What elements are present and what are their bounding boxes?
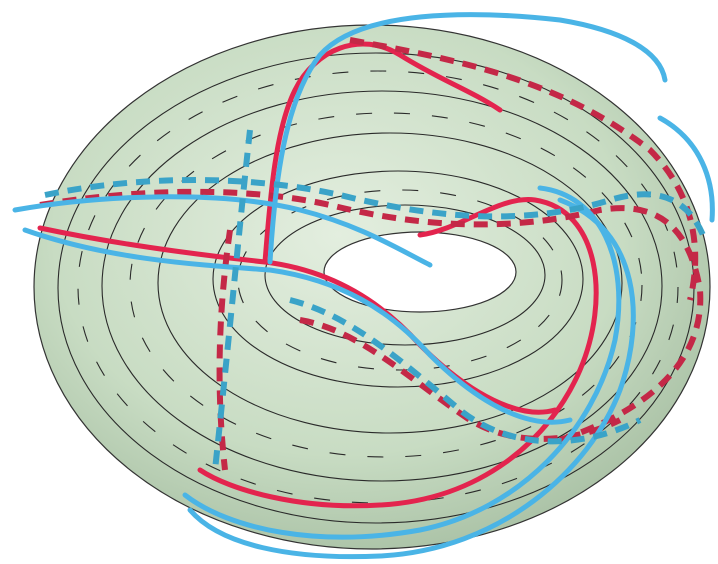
grid-ring xyxy=(101,90,663,482)
blue-dashed-curve xyxy=(289,297,642,445)
blue-curve xyxy=(657,115,715,223)
grid-ring xyxy=(157,132,623,434)
blue-dashed-curve xyxy=(212,129,253,471)
grid-dash-ring xyxy=(77,70,679,504)
blue-curve xyxy=(267,12,668,265)
grid-dash-ring xyxy=(237,189,563,371)
red-curve xyxy=(262,41,503,265)
red-curve xyxy=(197,197,599,509)
grid-ring xyxy=(264,204,546,346)
torus-hole xyxy=(323,231,517,313)
blue-curve xyxy=(22,227,573,425)
red-dashed-curve xyxy=(299,317,622,442)
red-curve xyxy=(37,225,558,415)
blue-dashed-curve xyxy=(44,177,708,242)
red-dashed-curve xyxy=(216,37,699,471)
blue-curve xyxy=(182,185,622,540)
blue-curve xyxy=(12,194,433,268)
blue-curve xyxy=(187,197,636,560)
grid-dash-ring xyxy=(129,112,643,458)
grid-ring xyxy=(212,170,584,388)
red-dashed-curve xyxy=(39,188,704,443)
